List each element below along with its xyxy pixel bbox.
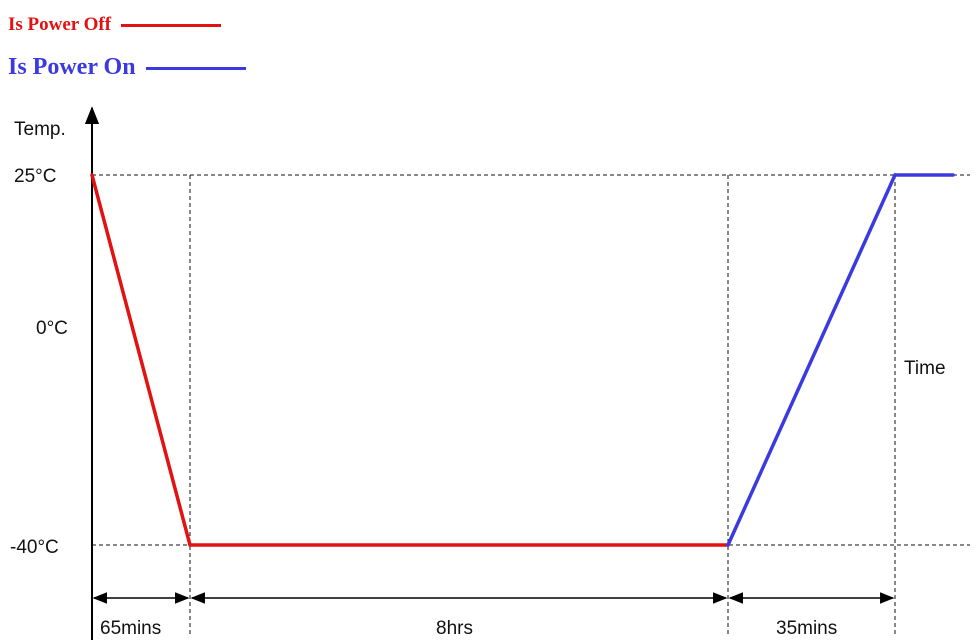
series-0-segment-0 xyxy=(90,173,192,547)
legend-item-power-off: Is Power Off xyxy=(8,14,222,36)
y-tick-25c: 25°C xyxy=(14,166,56,187)
interval-markers: 65mins 8hrs 35mins xyxy=(92,592,895,639)
interval-label-8hrs: 8hrs xyxy=(436,618,473,639)
reference-lines xyxy=(92,174,970,635)
y-tick-0c: 0°C xyxy=(36,318,68,339)
series-group xyxy=(90,173,955,547)
legend-item-power-on: Is Power On xyxy=(8,54,246,81)
series-1-segment-0 xyxy=(726,173,897,547)
y-tick-minus40c: -40°C xyxy=(10,537,59,558)
y-axis-label: Temp. xyxy=(14,119,66,140)
interval-label-65mins: 65mins xyxy=(100,618,161,639)
legend-swatch-power-on xyxy=(145,66,246,70)
legend-label-power-on: Is Power On xyxy=(8,54,136,80)
legend-swatch-power-off xyxy=(121,24,222,28)
interval-label-35mins: 35mins xyxy=(776,618,837,639)
legend-label-power-off: Is Power Off xyxy=(8,14,112,35)
x-axis-label: Time xyxy=(904,358,946,379)
